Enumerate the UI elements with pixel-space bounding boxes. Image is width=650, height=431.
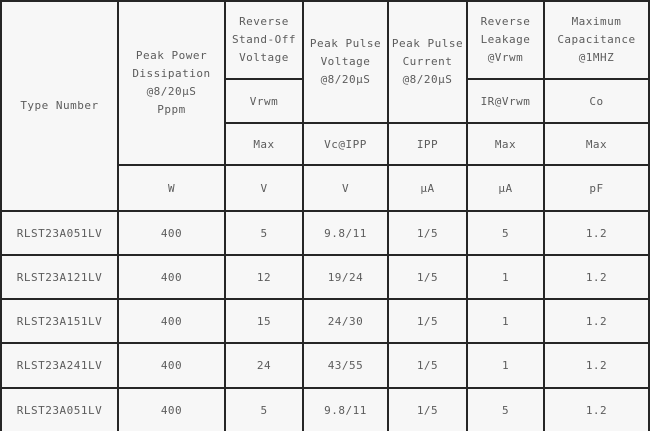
header-peak-power-line3: @8/20μS — [146, 85, 197, 98]
header-leakage-symbol: IR@Vrwm — [466, 78, 545, 124]
cell-peak-power: 400 — [117, 298, 226, 344]
header-pulse-voltage-line1: Peak Pulse — [309, 37, 382, 50]
cell-type-number: RLST23A241LV — [0, 342, 119, 389]
unit-reverse-leakage: μA — [466, 164, 545, 212]
header-pulse-current-symbol: IPP — [387, 122, 468, 166]
cell-pulse-current: 1/5 — [387, 298, 468, 344]
cell-reverse-leakage: 5 — [466, 210, 545, 256]
header-peak-power: Peak Power Dissipation @8/20μS Pppm — [117, 0, 226, 166]
header-pulse-current-line1: Peak Pulse — [391, 37, 464, 50]
header-capacitance-line1: Maximum — [571, 15, 622, 28]
header-pulse-voltage-symbol: Vc@IPP — [302, 122, 389, 166]
header-type-number-label: Type Number — [20, 99, 99, 112]
header-capacitance-max: Max — [543, 122, 650, 166]
header-pulse-current-line3: @8/20μS — [402, 73, 453, 86]
cell-type-number: RLST23A051LV — [0, 387, 119, 431]
header-row-symbols: Vrwm IR@Vrwm Co — [1, 78, 650, 124]
cell-type-number: RLST23A121LV — [0, 254, 119, 300]
header-pulse-current: Peak Pulse Current @8/20μS — [387, 0, 468, 124]
header-pulse-current-line2: Current — [402, 55, 453, 68]
unit-standoff-voltage: V — [224, 164, 304, 212]
cell-capacitance: 1.2 — [543, 254, 650, 300]
header-pulse-voltage: Peak Pulse Voltage @8/20μS — [302, 0, 389, 124]
header-capacitance-symbol: Co — [543, 78, 650, 124]
header-standoff-voltage: Reverse Stand-Off Voltage — [224, 0, 304, 80]
cell-standoff-voltage: 15 — [224, 298, 304, 344]
cell-type-number: RLST23A051LV — [0, 210, 119, 256]
cell-peak-power: 400 — [117, 387, 226, 431]
header-reverse-leakage: Reverse Leakage @Vrwm — [466, 0, 545, 80]
header-leakage-line2: Leakage — [480, 33, 531, 46]
cell-reverse-leakage: 1 — [466, 298, 545, 344]
cell-pulse-voltage: 19/24 — [302, 254, 389, 300]
table-row: RLST23A241LV 400 24 43/55 1/5 1 1.2 — [0, 342, 650, 389]
cell-pulse-voltage: 24/30 — [302, 298, 389, 344]
header-standoff-line2: Stand-Off — [231, 33, 297, 46]
header-row-max: Max Vc@IPP IPP Max Max — [1, 122, 650, 166]
cell-standoff-voltage: 5 — [224, 387, 304, 431]
header-peak-power-line1: Peak Power — [135, 49, 208, 62]
cell-type-number: RLST23A151LV — [0, 298, 119, 344]
header-leakage-line1: Reverse — [480, 15, 531, 28]
cell-pulse-voltage: 43/55 — [302, 342, 389, 389]
cell-peak-power: 400 — [117, 254, 226, 300]
header-peak-power-line2: Dissipation — [132, 67, 211, 80]
header-pulse-voltage-line2: Voltage — [320, 55, 371, 68]
unit-pulse-current: μA — [387, 164, 468, 212]
cell-pulse-current: 1/5 — [387, 387, 468, 431]
unit-max-capacitance: pF — [543, 164, 650, 212]
table-row: RLST23A151LV 400 15 24/30 1/5 1 1.2 — [0, 298, 650, 344]
header-row-titles: Type Number Peak Power Dissipation @8/20… — [0, 0, 650, 212]
cell-standoff-voltage: 12 — [224, 254, 304, 300]
cell-standoff-voltage: 24 — [224, 342, 304, 389]
header-type-number: Type Number — [0, 0, 119, 212]
cell-pulse-voltage: 9.8/11 — [302, 210, 389, 256]
header-standoff-line1: Reverse — [239, 15, 289, 28]
cell-reverse-leakage: 1 — [466, 342, 545, 389]
cell-capacitance: 1.2 — [543, 210, 650, 256]
unit-peak-power: W — [117, 164, 226, 212]
cell-reverse-leakage: 1 — [466, 254, 545, 300]
table-row: RLST23A121LV 400 12 19/24 1/5 1 1.2 — [0, 254, 650, 300]
cell-pulse-current: 1/5 — [387, 342, 468, 389]
cell-pulse-current: 1/5 — [387, 210, 468, 256]
table-row: RLST23A051LV 400 5 9.8/11 1/5 5 1.2 — [0, 210, 650, 256]
header-standoff-max: Max — [224, 122, 304, 166]
header-standoff-line3: Voltage — [239, 51, 289, 64]
header-peak-power-line4: Pppm — [157, 103, 186, 116]
cell-capacitance: 1.2 — [543, 387, 650, 431]
header-leakage-line3: @Vrwm — [487, 51, 524, 64]
cell-standoff-voltage: 5 — [224, 210, 304, 256]
cell-pulse-current: 1/5 — [387, 254, 468, 300]
cell-capacitance: 1.2 — [543, 342, 650, 389]
cell-capacitance: 1.2 — [543, 298, 650, 344]
header-capacitance-line2: Capacitance — [557, 33, 636, 46]
cell-pulse-voltage: 9.8/11 — [302, 387, 389, 431]
unit-pulse-voltage: V — [302, 164, 389, 212]
cell-reverse-leakage: 5 — [466, 387, 545, 431]
header-standoff-symbol: Vrwm — [224, 78, 304, 124]
header-capacitance-line3: @1MHZ — [578, 51, 615, 64]
table-row: RLST23A051LV 400 5 9.8/11 1/5 5 1.2 — [0, 387, 650, 431]
header-leakage-max: Max — [466, 122, 545, 166]
header-max-capacitance: Maximum Capacitance @1MHZ — [543, 0, 650, 80]
header-pulse-voltage-line3: @8/20μS — [320, 73, 371, 86]
cell-peak-power: 400 — [117, 210, 226, 256]
cell-peak-power: 400 — [117, 342, 226, 389]
header-row-units: W V V μA μA pF — [1, 164, 650, 212]
